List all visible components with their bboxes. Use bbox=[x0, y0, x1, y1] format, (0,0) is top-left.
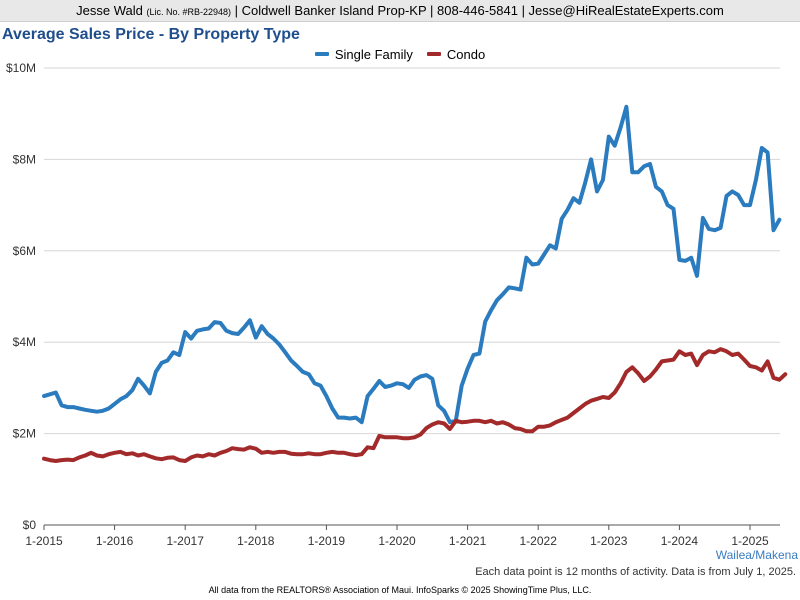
legend-swatch-condo bbox=[426, 52, 441, 56]
y-tick-label: $8M bbox=[13, 152, 36, 166]
y-tick-label: $6M bbox=[13, 244, 36, 258]
agent-name: Jesse Wald bbox=[76, 3, 143, 18]
legend-label-single-family: Single Family bbox=[334, 46, 413, 62]
x-tick-label: 1-2016 bbox=[96, 534, 134, 548]
x-tick-label: 1-2020 bbox=[378, 534, 416, 548]
legend-item-condo[interactable]: Condo bbox=[426, 46, 486, 62]
y-tick-label: $0 bbox=[23, 518, 37, 532]
agent-contact-bar: Jesse Wald (Lic. No. #RB-22948) | Coldwe… bbox=[0, 0, 800, 22]
x-tick-label: 1-2018 bbox=[237, 534, 275, 548]
x-tick-label: 1-2021 bbox=[449, 534, 487, 548]
x-tick-label: 1-2017 bbox=[167, 534, 205, 548]
series-line-condo bbox=[42, 347, 788, 463]
legend-label-condo: Condo bbox=[446, 46, 486, 62]
y-tick-label: $4M bbox=[13, 335, 36, 349]
chart-title: Average Sales Price - By Property Type bbox=[2, 26, 300, 43]
x-tick-label: 1-2022 bbox=[520, 534, 558, 548]
x-tick-label: 1-2024 bbox=[661, 534, 699, 548]
x-tick-label: 1-2015 bbox=[25, 534, 63, 548]
x-tick-label: 1-2025 bbox=[731, 534, 769, 548]
agent-contact-details: | Coldwell Banker Island Prop-KP | 808-4… bbox=[234, 3, 724, 18]
license-number: (Lic. No. #RB-22948) bbox=[146, 7, 232, 17]
source-footer: All data from the REALTORS® Association … bbox=[208, 585, 592, 595]
series-line-single-family bbox=[42, 104, 782, 425]
chart-legend: Single Family Condo bbox=[0, 45, 800, 63]
y-tick-label: $10M bbox=[6, 61, 36, 75]
x-tick-label: 1-2019 bbox=[308, 534, 346, 548]
region-label: Wailea/Makena bbox=[715, 548, 798, 562]
x-tick-label: 1-2023 bbox=[590, 534, 628, 548]
legend-item-single-family[interactable]: Single Family bbox=[314, 46, 413, 62]
legend-swatch-single-family bbox=[314, 52, 329, 56]
y-tick-label: $2M bbox=[13, 427, 36, 441]
data-note: Each data point is 12 months of activity… bbox=[475, 566, 796, 578]
